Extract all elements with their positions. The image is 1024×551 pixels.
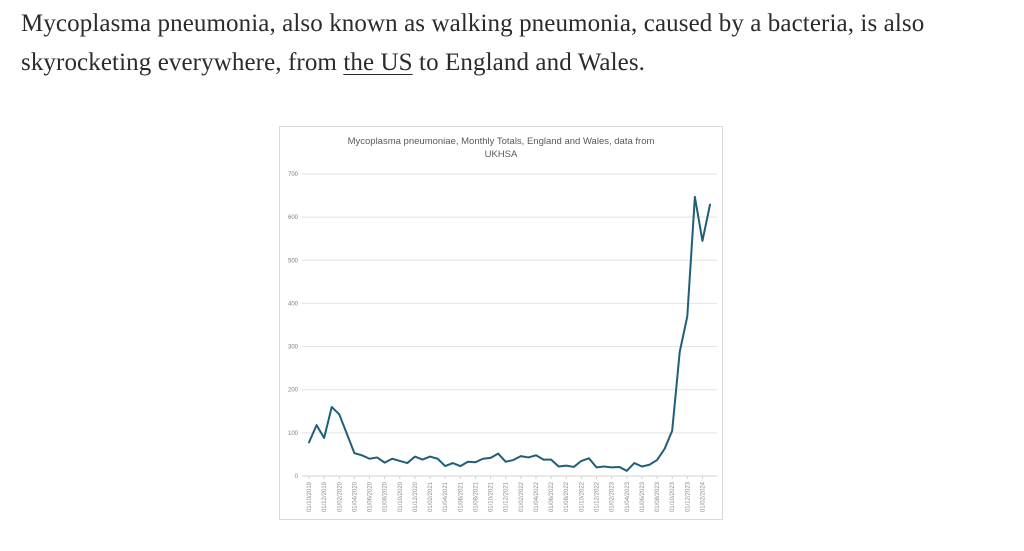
x-tick-label: 01/06/2021 [458, 481, 464, 512]
x-tick-label: 01/04/2023 [625, 481, 631, 512]
paragraph-text-after: to England and Wales. [412, 49, 646, 76]
x-tick-label: 01/10/2023 [670, 481, 676, 512]
chart-title-line2: UKHSA [484, 149, 518, 160]
article-paragraph: Mycoplasma pneumonia, also known as walk… [21, 4, 1001, 82]
x-tick-label: 01/12/2021 [504, 481, 510, 512]
x-tick-label: 01/10/2021 [489, 481, 495, 512]
y-tick-label: 400 [288, 301, 299, 307]
chart-container: Mycoplasma pneumoniae, Monthly Totals, E… [279, 126, 723, 520]
x-tick-label: 01/10/2020 [398, 481, 404, 512]
x-tick-label: 01/02/2022 [519, 481, 525, 512]
x-tick-label: 01/10/2019 [307, 481, 313, 512]
x-tick-label: 01/12/2022 [595, 481, 601, 512]
x-tick-label: 01/08/2021 [473, 481, 479, 512]
x-tick-label: 01/12/2020 [413, 481, 419, 512]
x-tick-label: 01/02/2023 [610, 481, 616, 512]
x-tick-label: 01/04/2020 [352, 481, 358, 512]
line-chart: 0 100 200 300 400 500 600 700 01/10/2019 01/12/20… [288, 172, 717, 512]
x-tick-label: 01/06/2022 [549, 481, 555, 512]
chart-title: Mycoplasma pneumoniae, Monthly Totals, E… [280, 135, 722, 161]
x-tick-label: 01/12/2023 [685, 481, 691, 512]
y-tick-label: 500 [288, 258, 299, 264]
x-tick-label: 01/02/2020 [337, 481, 343, 512]
x-tick-label: 01/02/2021 [428, 481, 434, 512]
x-tick-label: 01/04/2021 [443, 481, 449, 512]
x-tick-label: 01/02/2024 [700, 481, 706, 512]
y-tick-label: 0 [295, 474, 299, 480]
y-tick-label: 300 [288, 345, 299, 351]
x-tick-label: 01/06/2020 [368, 481, 374, 512]
y-tick-label: 200 [288, 388, 299, 394]
x-tick-label: 01/04/2022 [534, 481, 540, 512]
x-tick-label: 01/06/2023 [640, 481, 646, 512]
chart-title-line1: Mycoplasma pneumoniae, Monthly Totals, E… [347, 136, 655, 147]
y-tick-label: 100 [288, 431, 299, 437]
x-tick-label: 01/12/2019 [322, 481, 328, 512]
x-tick-label: 01/08/2022 [564, 481, 570, 512]
y-tick-label: 600 [288, 215, 299, 221]
paragraph-text-before: Mycoplasma pneumonia, also known as walk… [21, 10, 925, 76]
x-tick-label: 01/08/2020 [383, 481, 389, 512]
x-tick-label: 01/08/2023 [655, 481, 661, 512]
data-line [308, 195, 711, 472]
y-tick-label: 700 [288, 172, 299, 178]
us-link[interactable]: the US [343, 49, 413, 76]
x-tick-label: 01/10/2022 [579, 481, 585, 512]
